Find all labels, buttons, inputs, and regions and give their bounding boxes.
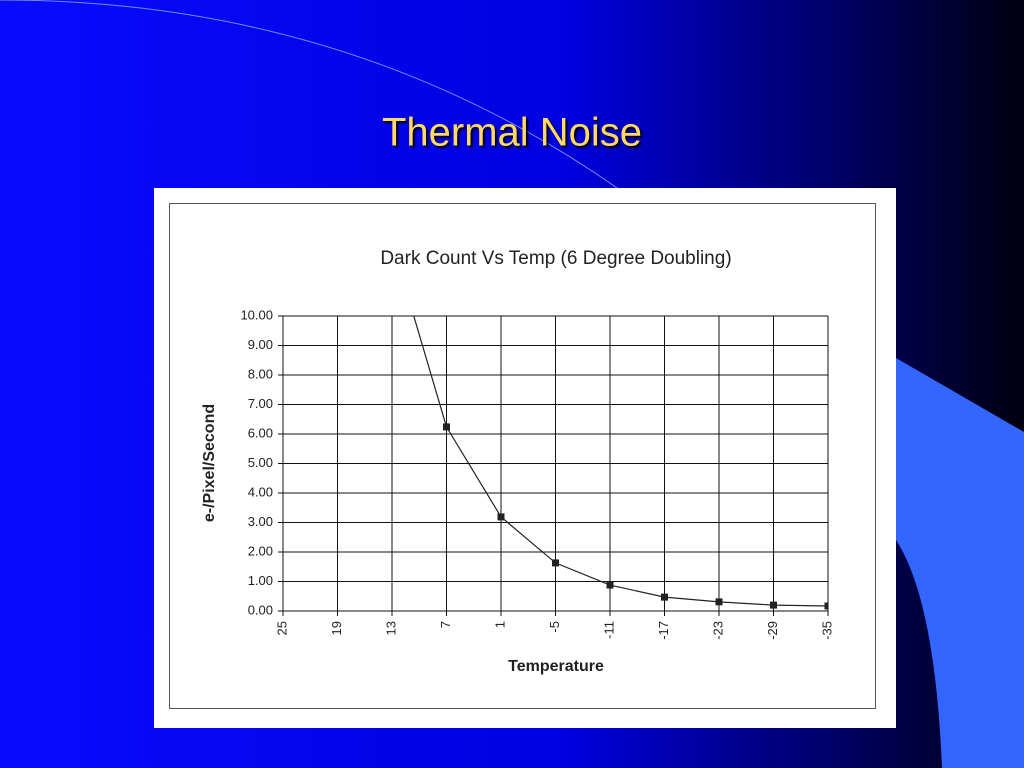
y-tick-label: 3.00 [248, 514, 273, 529]
x-tick-label: 25 [274, 621, 289, 635]
x-tick-label: -23 [710, 621, 725, 640]
x-tick-label: 13 [383, 621, 398, 635]
data-point [770, 601, 777, 609]
data-point [661, 593, 668, 601]
y-tick-label: 9.00 [248, 337, 273, 352]
slide-title: Thermal Noise [382, 111, 642, 155]
y-tick-label: 4.00 [248, 484, 273, 499]
plot-area [413, 316, 828, 610]
x-tick-label: -17 [656, 621, 671, 640]
y-tick-label: 6.00 [248, 425, 273, 440]
data-point [552, 559, 559, 567]
data-point [497, 513, 505, 521]
x-tick-label: 19 [329, 621, 344, 635]
y-tick-label: 2.00 [248, 543, 273, 558]
y-tick-label: 8.00 [248, 366, 273, 381]
data-point [606, 581, 614, 589]
chart-title: Dark Count Vs Temp (6 Degree Doubling) [380, 248, 731, 269]
chart-panel [154, 188, 896, 728]
chart-border [169, 203, 876, 709]
x-axis-label: Temperature [508, 658, 604, 675]
y-axis-label: e-/Pixel/Second [201, 404, 218, 522]
x-tick-label: -11 [601, 621, 616, 639]
decor-curve [0, 0, 621, 191]
y-tick-label: 1.00 [248, 573, 273, 588]
x-tick-label: 1 [492, 621, 507, 628]
data-point [443, 423, 450, 431]
y-tick-label: 5.00 [248, 455, 273, 470]
decor-shape [896, 358, 1024, 768]
y-tick-label: 7.00 [248, 396, 273, 411]
x-tick-label: 7 [438, 621, 453, 628]
y-tick-label: 10.00 [240, 307, 273, 322]
y-tick-label: 0.00 [248, 602, 273, 617]
data-point [824, 602, 828, 610]
x-tick-label: -29 [765, 621, 780, 640]
x-tick-label: -5 [547, 621, 562, 633]
x-tick-label: -35 [819, 621, 834, 640]
data-point [715, 598, 723, 606]
